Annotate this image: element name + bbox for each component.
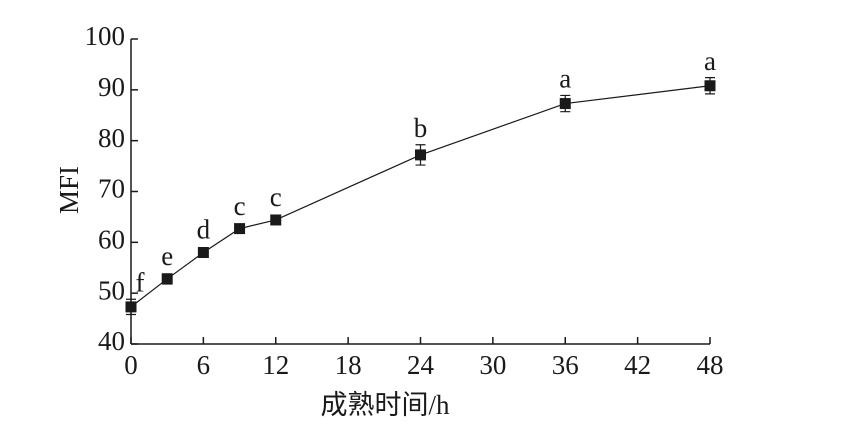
point-label: a bbox=[704, 46, 716, 76]
marker bbox=[197, 247, 209, 258]
point-label: d bbox=[197, 215, 211, 245]
marker bbox=[559, 98, 571, 110]
point-label: c bbox=[234, 191, 246, 221]
marker bbox=[125, 301, 137, 313]
marker bbox=[704, 80, 716, 92]
x-tick-label: 12 bbox=[262, 350, 289, 380]
y-tick-label: 70 bbox=[98, 174, 125, 204]
x-axis-label: 成熟时间/h bbox=[320, 390, 450, 420]
y-tick-label: 60 bbox=[98, 225, 125, 255]
y-axis-label: MFI bbox=[54, 166, 84, 214]
x-tick-label: 30 bbox=[479, 350, 506, 380]
point-label: e bbox=[161, 241, 173, 271]
x-tick-label: 24 bbox=[407, 350, 435, 380]
x-tick-label: 18 bbox=[335, 350, 362, 380]
marker bbox=[270, 214, 282, 226]
marker bbox=[161, 273, 173, 285]
line bbox=[130, 85, 711, 308]
point-label: a bbox=[559, 64, 571, 94]
x-tick-label: 0 bbox=[124, 350, 138, 380]
x-tick-label: 48 bbox=[697, 350, 724, 380]
marker bbox=[415, 149, 426, 161]
marker bbox=[234, 223, 246, 235]
x-tick-label: 42 bbox=[624, 350, 651, 380]
x-tick-label: 6 bbox=[197, 350, 211, 380]
y-tick-label: 80 bbox=[98, 123, 125, 153]
y-tick-label: 50 bbox=[98, 275, 125, 305]
y-tick-label: 40 bbox=[98, 326, 125, 356]
y-tick-label: 100 bbox=[85, 21, 126, 51]
point-label: f bbox=[136, 267, 145, 297]
point-label: c bbox=[270, 182, 282, 212]
point-label: b bbox=[414, 113, 428, 143]
y-tick-label: 90 bbox=[98, 72, 125, 102]
x-tick-label: 36 bbox=[552, 350, 579, 380]
